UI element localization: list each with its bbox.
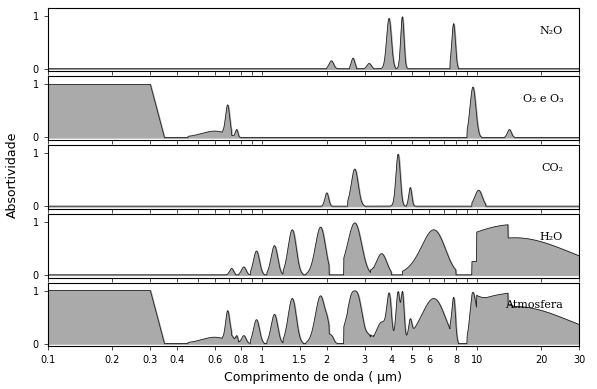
Text: O₂ e O₃: O₂ e O₃ (522, 94, 563, 104)
Text: H₂O: H₂O (540, 232, 563, 242)
X-axis label: Comprimento de onda ( μm): Comprimento de onda ( μm) (224, 371, 402, 384)
Text: Absortividade: Absortividade (6, 132, 19, 218)
Text: CO₂: CO₂ (541, 163, 563, 173)
Text: N₂O: N₂O (540, 26, 563, 35)
Text: Atmosfera: Atmosfera (505, 300, 563, 310)
